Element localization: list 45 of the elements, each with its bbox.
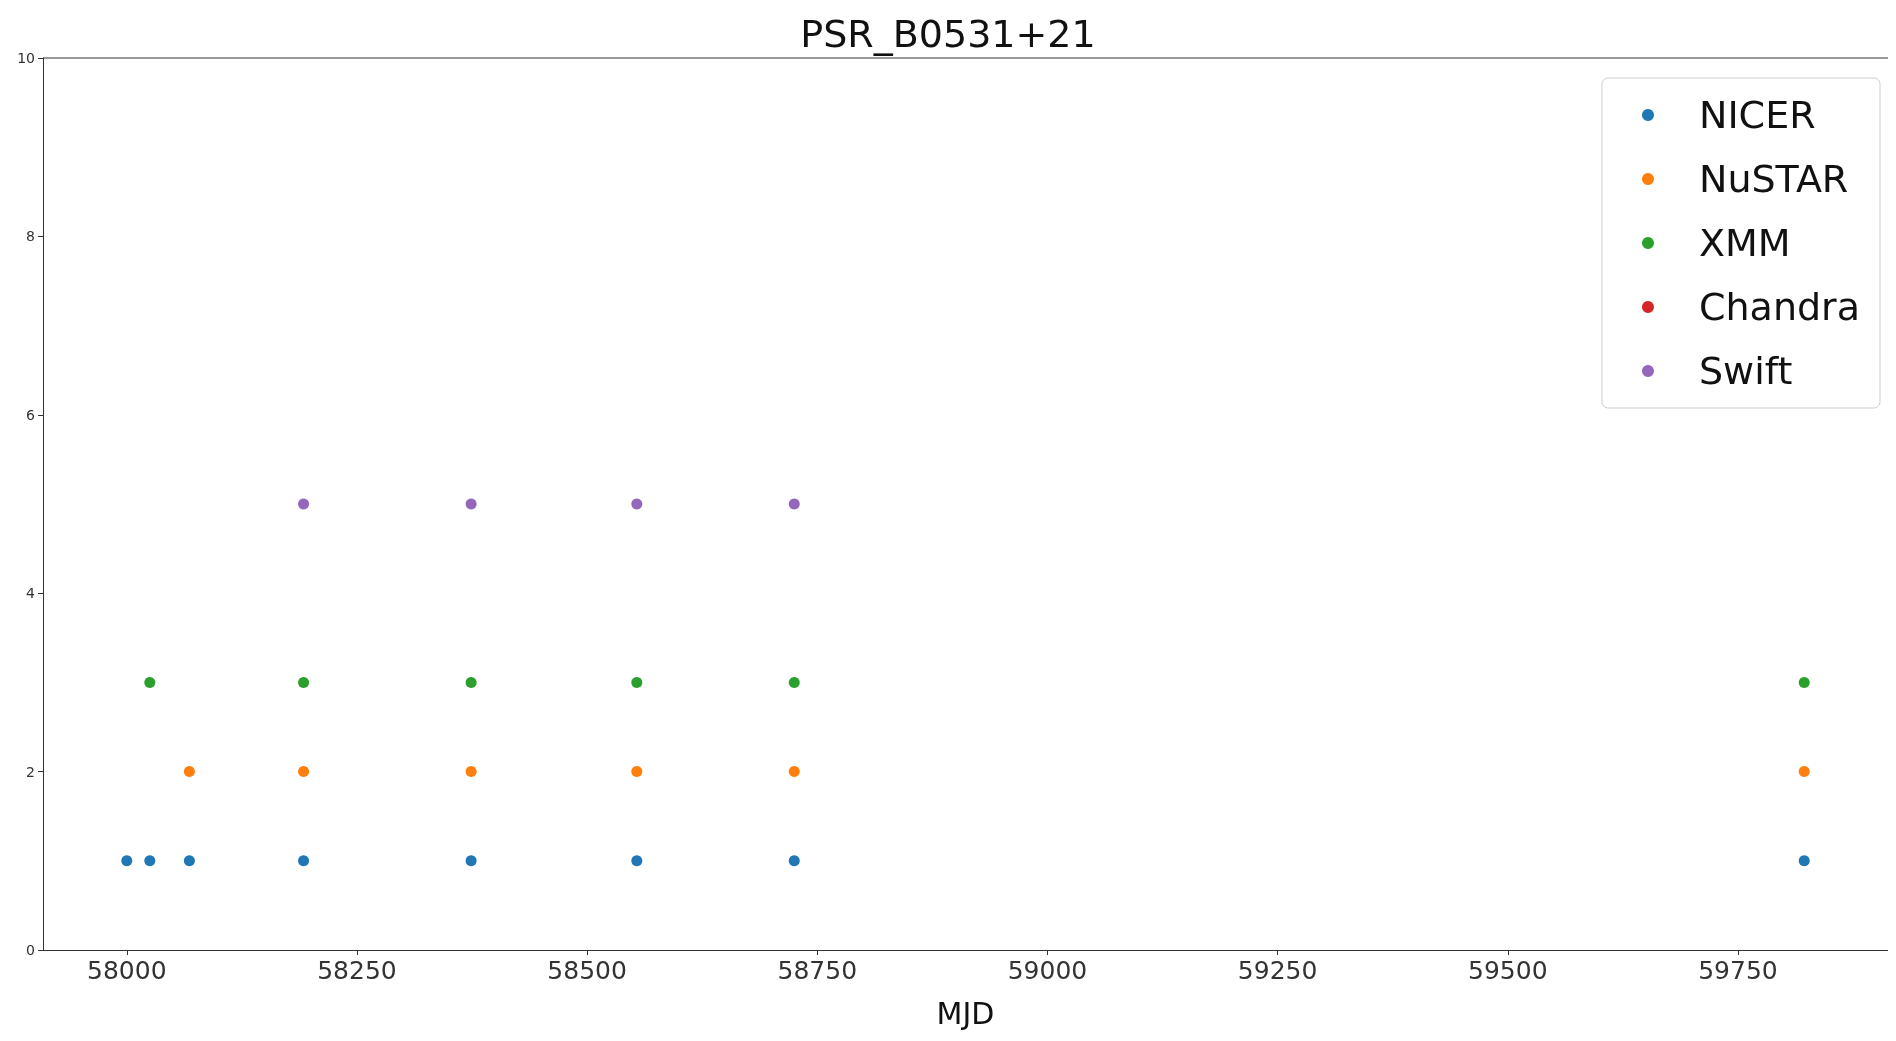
legend-label: Swift xyxy=(1698,349,1793,393)
point xyxy=(631,498,643,510)
x-tick-label: 59500 xyxy=(1468,956,1548,985)
y-tick-label: 0 xyxy=(26,942,35,958)
point xyxy=(465,855,477,867)
y-tick-label: 8 xyxy=(26,228,35,245)
point xyxy=(183,766,195,778)
x-tick-label: 58750 xyxy=(777,956,858,985)
point xyxy=(298,676,310,688)
point xyxy=(1798,766,1810,778)
x-tick-label: 59000 xyxy=(1007,956,1088,985)
x-tick-label: 58500 xyxy=(547,956,627,985)
point xyxy=(788,766,800,778)
chart-title: PSR_B0531+21 xyxy=(800,12,1096,56)
legend-label: NuSTAR xyxy=(1698,157,1849,201)
legend-label: Chandra xyxy=(1698,285,1861,329)
point xyxy=(1798,676,1810,688)
point xyxy=(465,676,477,688)
point xyxy=(121,855,133,867)
point xyxy=(144,676,156,688)
point xyxy=(788,855,800,867)
point xyxy=(183,855,195,867)
y-tick-label: 4 xyxy=(26,585,36,602)
point xyxy=(465,498,477,510)
legend-label: NICER xyxy=(1698,93,1816,137)
legend-label: XMM xyxy=(1698,221,1791,265)
point xyxy=(298,766,310,778)
point xyxy=(1798,855,1810,867)
y-tick-label: 2 xyxy=(26,763,35,780)
x-tick-label: 59750 xyxy=(1698,956,1778,985)
x-tick-label: 58250 xyxy=(317,956,397,985)
x-tick-label: 59250 xyxy=(1237,956,1318,985)
point xyxy=(298,498,310,510)
y-tick-label: 10 xyxy=(17,50,35,66)
point xyxy=(631,855,643,867)
point xyxy=(631,766,643,778)
point xyxy=(298,855,310,867)
point xyxy=(144,855,156,867)
point xyxy=(788,676,800,688)
x-tick-label: 58000 xyxy=(87,956,167,985)
point xyxy=(788,498,800,510)
point xyxy=(465,766,477,778)
point xyxy=(631,676,643,688)
x-axis-title: MJD xyxy=(936,995,995,1031)
y-tick-label: 6 xyxy=(26,406,36,423)
